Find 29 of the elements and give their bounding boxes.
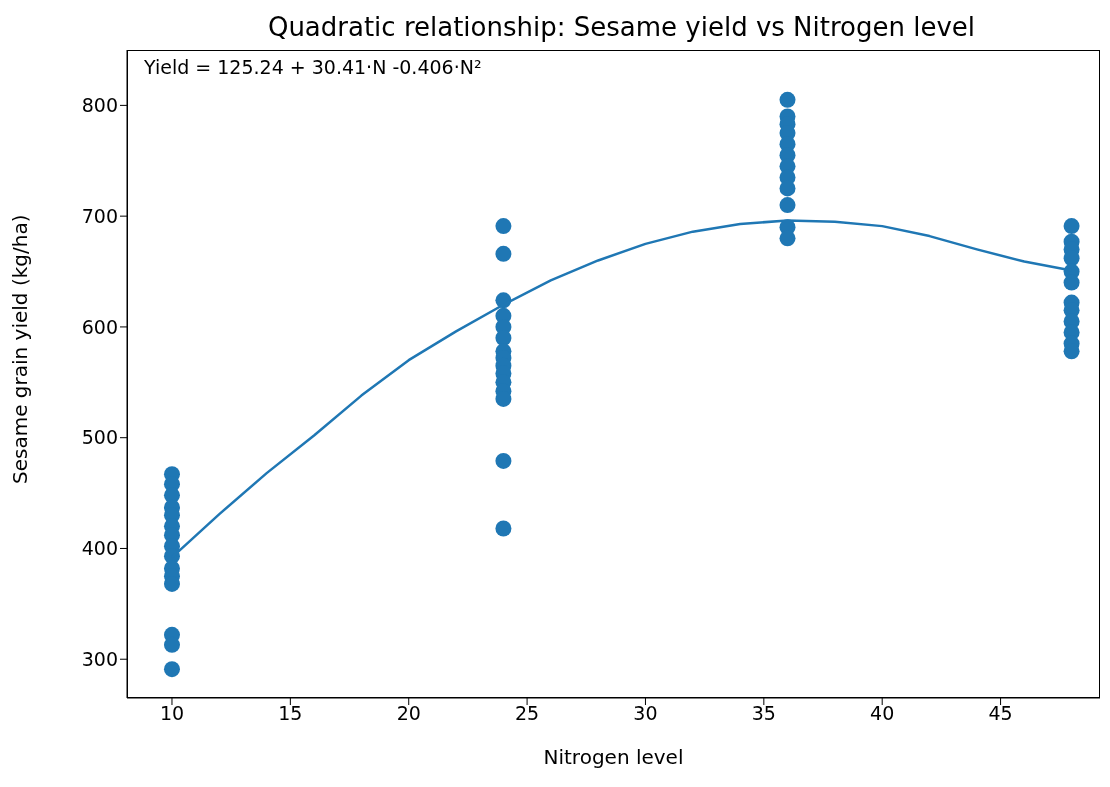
y-tick-label: 700 (81, 204, 118, 227)
y-tick-label: 500 (81, 426, 118, 449)
point (779, 197, 796, 214)
point (495, 520, 512, 537)
y-tick-label: 800 (81, 94, 118, 117)
point (495, 245, 512, 262)
point (495, 452, 512, 469)
x-axis-title: Nitrogen level (543, 745, 684, 769)
x-tick-label: 30 (633, 702, 658, 725)
y-tick-label: 600 (81, 315, 118, 338)
point (779, 230, 796, 247)
point (495, 218, 512, 235)
point (163, 661, 180, 678)
point (779, 180, 796, 197)
x-tick-label: 20 (396, 702, 421, 725)
annotation: Yield = 125.24 + 30.41·N -0.406·N² (144, 56, 483, 78)
x-tick-label: 25 (515, 702, 540, 725)
x-tick-label: 10 (159, 702, 185, 725)
point (495, 330, 512, 346)
chart-title: Quadratic relationship: Sesame yield vs Nitrogen level (266, 12, 977, 42)
point (779, 91, 796, 108)
y-tick-label: 400 (81, 537, 118, 560)
x-tick-label: 15 (278, 702, 303, 725)
x-tick-label: 35 (751, 702, 776, 725)
point (1063, 218, 1080, 235)
y-tick-label: 300 (81, 647, 118, 670)
y-axis-title: Sesame grain yield (kg/ha) (8, 214, 33, 484)
x-tick-label: 45 (988, 702, 1013, 725)
x-tick-label: 40 (870, 702, 895, 725)
